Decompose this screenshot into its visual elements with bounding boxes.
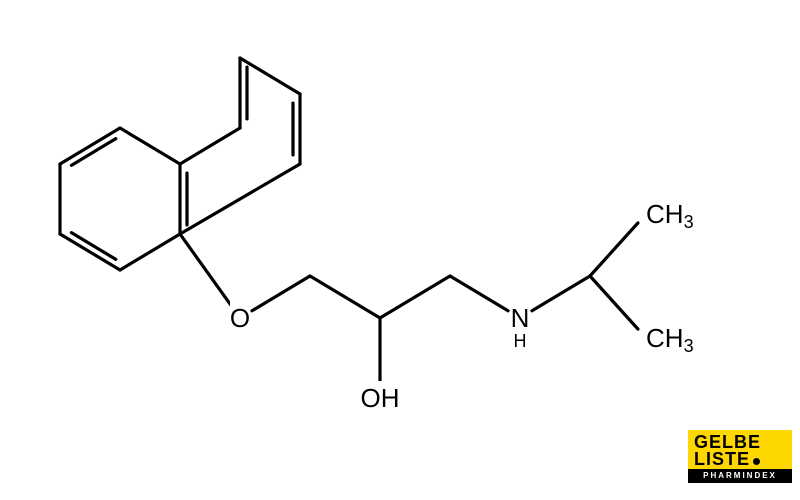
logo-dot-icon [753, 458, 760, 465]
atom-label-n: N [511, 303, 530, 333]
logo-top: GELBE LISTE [688, 430, 792, 469]
atom-label-oh: OH [361, 383, 400, 413]
logo-bottom: PHARMINDEX [688, 469, 792, 483]
atom-sublabel-n: H [514, 331, 527, 351]
brand-logo: GELBE LISTE PHARMINDEX [688, 430, 792, 483]
atom-label-o1: O [230, 303, 250, 333]
logo-line2: LISTE [694, 449, 750, 469]
molecule-diagram: OOHNHCH3CH3 [0, 0, 800, 500]
